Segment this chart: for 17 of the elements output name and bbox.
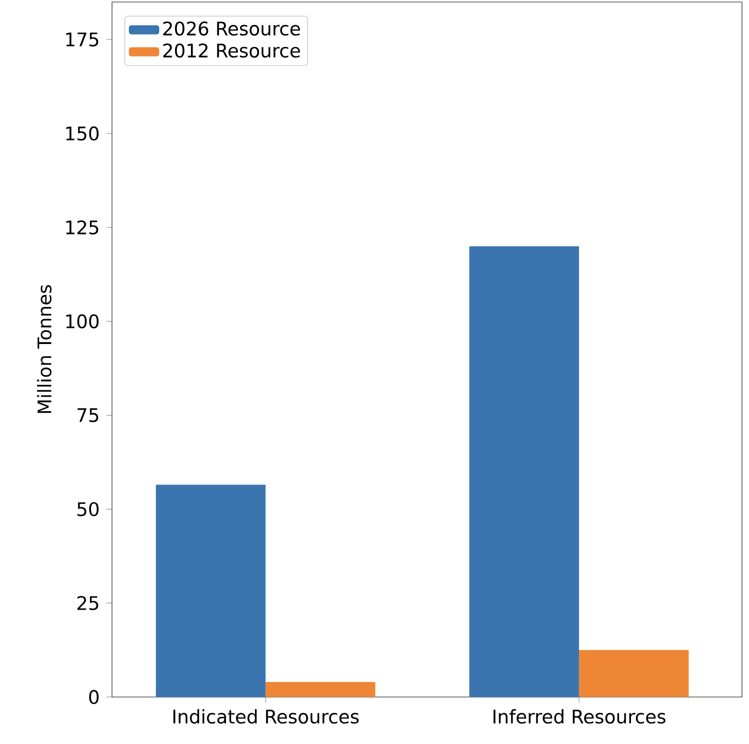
y-tick-label: 25 (77, 596, 98, 610)
bar (579, 650, 689, 697)
y-tick-label: 0 (89, 690, 99, 704)
y-tick-label: 175 (66, 32, 98, 47)
bar (266, 682, 376, 697)
bar (156, 484, 266, 697)
y-tick-label: 50 (78, 502, 99, 516)
bar (469, 246, 580, 697)
y-axis-title: Million Tonnes (37, 285, 52, 413)
legend-label: 2012 Resource (163, 43, 300, 58)
y-tick-label: 150 (66, 126, 99, 141)
y-tick-label: 125 (66, 220, 98, 234)
y-tick-label: 100 (66, 314, 99, 328)
legend-label: 2026 Resource (163, 21, 300, 36)
x-tick-label: Indicated Resources (173, 709, 359, 724)
y-tick-label: 75 (78, 408, 98, 422)
x-tick-label: Inferred Resources (494, 709, 666, 724)
